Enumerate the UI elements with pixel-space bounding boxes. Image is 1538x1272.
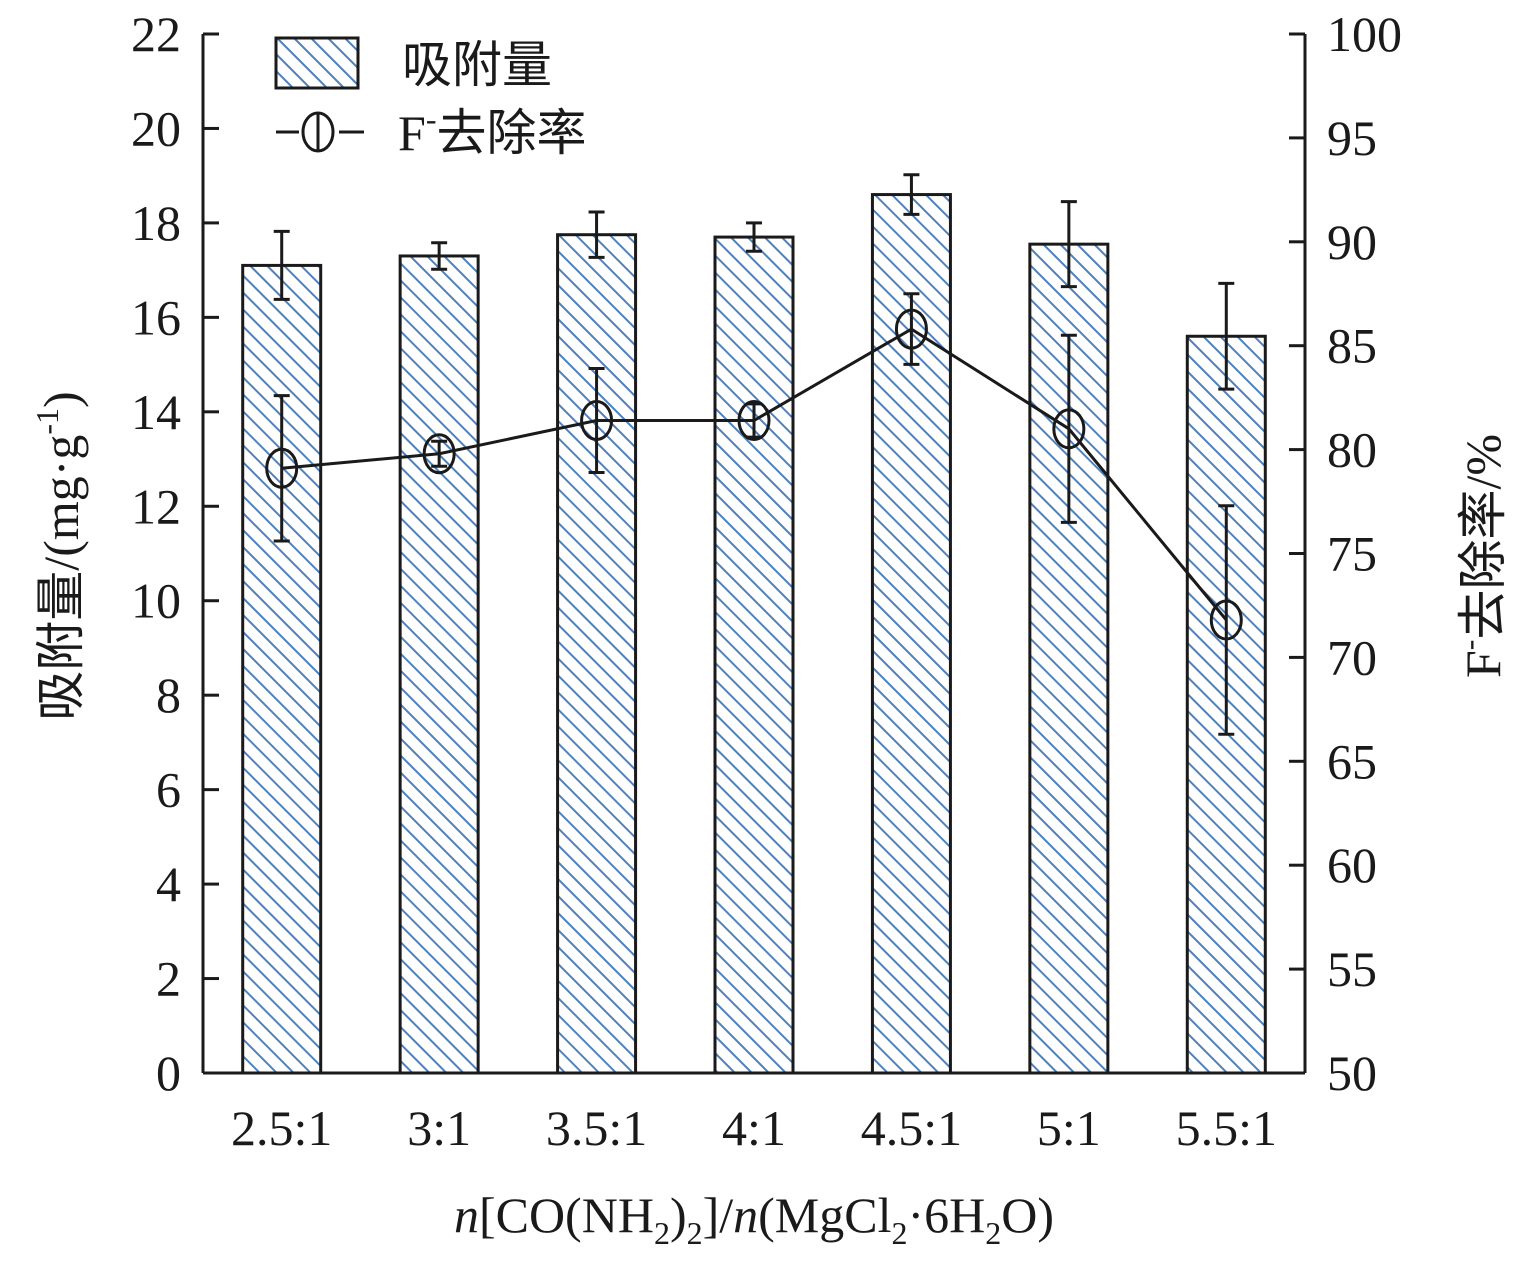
y-axis-right-title-prefix: F <box>1455 650 1511 678</box>
y-right-tick-label-9: 95 <box>1327 110 1377 166</box>
x-axis-title-part-7: (MgCl <box>758 1187 891 1243</box>
y-left-tick-label-3: 6 <box>156 762 181 818</box>
y-axis-left-title: 吸附量/(mg·g-1) <box>29 391 89 720</box>
x-axis-title-part-3: ) <box>670 1187 687 1243</box>
y-right-tick-label-4: 70 <box>1327 629 1377 685</box>
line-point-1 <box>422 433 456 475</box>
x-axis-title-part-5: ]/ <box>703 1187 734 1243</box>
y-axis-left-title-close: ) <box>33 391 89 408</box>
y-right-tick-label-3: 65 <box>1327 733 1377 789</box>
y-axis-right-title-sup: - <box>1451 640 1487 651</box>
x-tick-label-1: 3:1 <box>407 1100 471 1156</box>
x-tick-label-5: 5:1 <box>1037 1100 1101 1156</box>
bar-2 <box>556 233 638 1075</box>
y-right-tick-label-2: 60 <box>1327 837 1377 893</box>
x-tick-label-6: 5.5:1 <box>1176 1100 1277 1156</box>
bar-1 <box>398 254 480 1075</box>
y-right-tick-label-7: 85 <box>1327 318 1377 374</box>
x-tick-label-2: 3.5:1 <box>546 1100 647 1156</box>
axes <box>201 32 1307 1075</box>
y-right-tick-label-6: 80 <box>1327 422 1377 478</box>
y-right-tick-label-10: 100 <box>1327 6 1402 62</box>
y-left-tick-label-8: 16 <box>131 289 181 345</box>
y-axis-left-title-main: 吸附量/(mg·g <box>33 435 89 721</box>
y-right-tick-label-0: 50 <box>1327 1045 1377 1101</box>
y-axis-left-title-sup: -1 <box>29 408 65 435</box>
y-left-tick-label-0: 0 <box>156 1045 181 1101</box>
x-axis-title-part-11: O) <box>1001 1187 1054 1243</box>
line-point-5 <box>1052 408 1086 450</box>
x-axis-title-part-9: ·6H <box>908 1187 986 1243</box>
tick-labels: 0 2 4 6 8 10 12 14 16 18 20 22 50 55 60 65 70 75 80 85 90 95 1… <box>131 6 1402 1156</box>
y-right-tick-label-8: 90 <box>1327 214 1377 270</box>
y-left-tick-label-10: 20 <box>131 100 181 156</box>
legend-line-label-rest: 去除率 <box>436 105 586 161</box>
x-axis-title-part-10: 2 <box>985 1215 1001 1251</box>
y-left-tick-label-11: 22 <box>131 6 181 62</box>
x-axis-title-part-4: 2 <box>687 1215 703 1251</box>
line-point-0 <box>265 447 299 489</box>
x-axis-title-part-1: [CO(NH <box>479 1187 654 1243</box>
x-tick-label-0: 2.5:1 <box>231 1100 332 1156</box>
legend-line-label: F-去除率 <box>398 101 586 161</box>
legend-line-label-prefix: F <box>398 105 426 161</box>
x-axis-title-part-2: 2 <box>654 1215 670 1251</box>
y-left-tick-label-9: 18 <box>131 195 181 251</box>
legend: 吸附量 F-去除率 <box>274 36 586 161</box>
legend-bar-swatch <box>274 36 360 90</box>
x-tick-label-4: 4.5:1 <box>861 1100 962 1156</box>
y-axis-right-title: F-去除率/% <box>1451 434 1511 678</box>
y-left-tick-label-5: 10 <box>131 573 181 629</box>
x-axis-title-part-6: n <box>733 1187 758 1243</box>
bar-0 <box>241 263 323 1075</box>
line-point-6 <box>1209 599 1243 641</box>
line-point-4 <box>894 308 928 350</box>
y-left-tick-label-2: 4 <box>156 856 181 912</box>
bar-series <box>241 173 1267 1075</box>
line-point-3 <box>737 400 771 442</box>
x-axis-title-part-8: 2 <box>892 1215 908 1251</box>
x-tick-label-3: 4:1 <box>722 1100 786 1156</box>
x-axis-title: n[CO(NH2)2]/n(MgCl2·6H2O) <box>454 1187 1054 1251</box>
y-axis-right-title-rest: 去除率/% <box>1455 434 1511 640</box>
y-right-tick-label-1: 55 <box>1327 941 1377 997</box>
y-left-tick-label-4: 8 <box>156 667 181 723</box>
x-axis-title-part-0: n <box>454 1187 479 1243</box>
y-left-tick-label-6: 12 <box>131 478 181 534</box>
line-point-2 <box>580 400 614 442</box>
legend-line-label-sup: - <box>426 101 437 137</box>
y-left-tick-label-7: 14 <box>131 384 181 440</box>
y-right-tick-label-5: 75 <box>1327 526 1377 582</box>
bar-3 <box>713 235 795 1075</box>
y-left-tick-label-1: 2 <box>156 951 181 1007</box>
legend-bar-label: 吸附量 <box>402 37 552 93</box>
line-series <box>265 292 1243 736</box>
